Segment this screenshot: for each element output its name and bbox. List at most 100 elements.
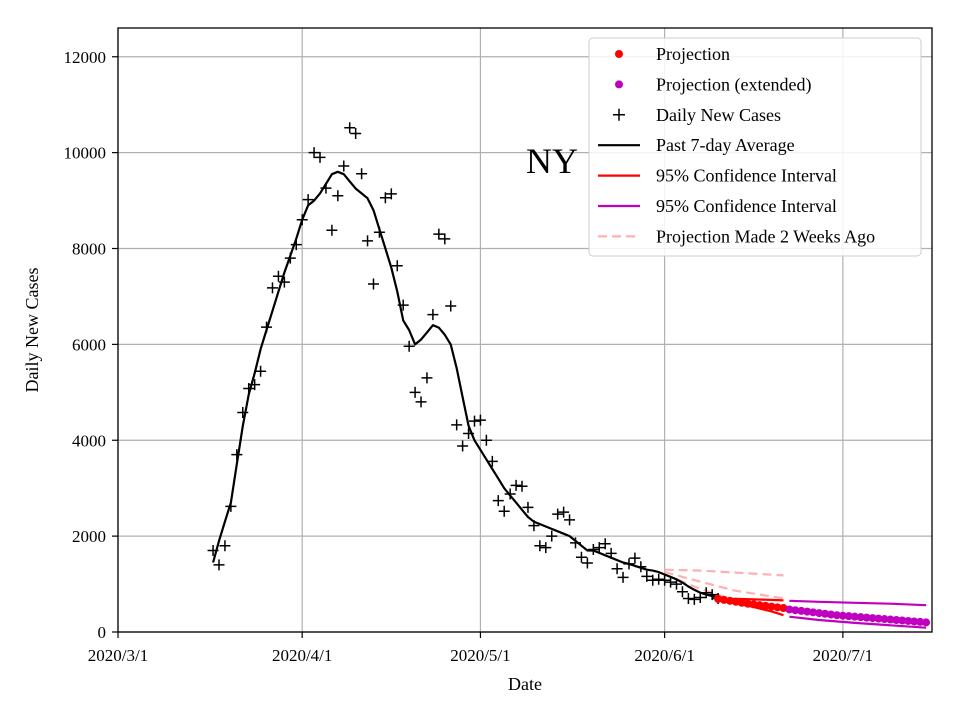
daily-case-point xyxy=(540,542,552,554)
projection-extended-point xyxy=(832,611,841,620)
daily-case-point xyxy=(296,214,308,226)
daily-case-point xyxy=(284,252,296,264)
daily-case-point xyxy=(498,505,510,517)
plot-frame xyxy=(117,27,933,633)
daily-case-point xyxy=(552,508,564,520)
x-tick-label: 2020/3/1 xyxy=(88,646,148,665)
projection-point xyxy=(749,600,758,609)
daily-case-point xyxy=(694,591,706,603)
daily-case-point xyxy=(439,233,451,245)
y-tick-label: 2000 xyxy=(72,527,106,546)
axis-ticks: 2020/3/1 2020/4/1 2020/5/1 2020/6/1 2020/7/1… xyxy=(64,48,874,665)
projection-point xyxy=(761,601,770,610)
daily-case-point xyxy=(373,226,385,238)
daily-case-point xyxy=(255,365,267,377)
region-label: NY xyxy=(526,141,578,181)
legend-swatch xyxy=(613,108,625,121)
series-projection xyxy=(714,594,788,613)
projection-point xyxy=(755,601,764,610)
daily-case-point xyxy=(362,235,374,247)
projection-extended-point xyxy=(874,614,883,623)
legend-item-proj_old: Projection Made 2 Weeks Ago xyxy=(598,226,875,246)
projection-extended-point xyxy=(821,609,830,618)
daily-case-point xyxy=(671,578,683,590)
daily-case-point xyxy=(629,552,641,564)
legend-label: 95% Confidence Interval xyxy=(656,166,837,186)
daily-case-point xyxy=(231,449,243,461)
daily-case-point xyxy=(213,559,225,571)
legend-swatch xyxy=(615,50,623,58)
series-past-7-day-average xyxy=(212,170,719,599)
projection-extended-point xyxy=(826,610,835,619)
daily-case-point xyxy=(350,127,362,139)
daily-case-point xyxy=(492,495,504,507)
projection-extended-point xyxy=(844,612,853,621)
daily-case-point xyxy=(641,570,653,582)
daily-case-point xyxy=(516,480,528,492)
legend-label: Projection xyxy=(656,44,730,64)
projection-extended-point xyxy=(880,615,889,624)
y-tick-label: 8000 xyxy=(72,240,106,259)
projection-extended-point xyxy=(862,613,871,622)
projection-extended-point xyxy=(850,612,859,621)
y-tick-label: 10000 xyxy=(64,144,107,163)
series-95-confidence-interval-extended-lower xyxy=(789,615,927,629)
daily-case-point xyxy=(249,379,261,391)
y-axis-label: Daily New Cases xyxy=(22,268,42,393)
projection-extended-point xyxy=(898,616,907,625)
daily-case-point xyxy=(581,557,593,569)
projection-point xyxy=(725,596,734,605)
daily-case-point xyxy=(528,520,540,532)
daily-case-point xyxy=(457,440,469,452)
daily-case-point xyxy=(332,190,344,202)
daily-case-point xyxy=(486,455,498,467)
daily-case-point xyxy=(676,586,688,598)
daily-case-point xyxy=(379,192,391,204)
projection-extended-point xyxy=(904,616,913,625)
daily-case-point xyxy=(427,309,439,321)
daily-case-point xyxy=(219,540,231,552)
projection-extended-point xyxy=(791,606,800,615)
projection-extended-point xyxy=(886,615,895,624)
95-confidence-interval-extended-upper-line xyxy=(789,599,927,607)
daily-case-point xyxy=(564,514,576,526)
daily-case-point xyxy=(546,530,558,542)
legend-box xyxy=(588,37,922,257)
daily-case-point xyxy=(558,506,570,518)
daily-case-point xyxy=(468,415,480,427)
plot-series xyxy=(207,122,931,629)
y-tick-label: 6000 xyxy=(72,335,106,354)
daily-case-point xyxy=(237,406,249,418)
daily-case-point xyxy=(534,540,546,552)
daily-case-point xyxy=(605,547,617,559)
daily-case-point xyxy=(706,589,718,601)
daily-case-point xyxy=(504,488,516,500)
daily-case-point xyxy=(617,571,629,583)
daily-case-point xyxy=(397,299,409,311)
past-7-day-average-line xyxy=(212,170,719,599)
series-daily-new-cases xyxy=(207,122,724,605)
series-projection-made-2-weeks-ago-upper xyxy=(664,568,784,577)
x-tick-label: 2020/7/1 xyxy=(813,646,873,665)
legend-label: Projection (extended) xyxy=(656,74,811,95)
daily-case-point xyxy=(480,434,492,446)
projection-extended-point xyxy=(809,608,818,617)
daily-case-point xyxy=(593,542,605,554)
daily-case-point xyxy=(415,396,427,408)
daily-case-point xyxy=(599,538,611,550)
projection-extended-point xyxy=(838,611,847,620)
daily-case-point xyxy=(225,500,237,512)
daily-case-point xyxy=(266,282,278,294)
projection-extended-point xyxy=(892,616,901,625)
daily-case-point xyxy=(326,224,338,236)
projection-made-2-weeks-ago-upper-line xyxy=(664,568,784,577)
legend-label: Projection Made 2 Weeks Ago xyxy=(656,226,875,246)
daily-case-point xyxy=(510,479,522,491)
legend-label: Past 7-day Average xyxy=(656,135,795,155)
daily-case-point xyxy=(421,372,433,384)
daily-case-point xyxy=(261,321,273,333)
projection-extended-point xyxy=(868,614,877,623)
daily-case-point xyxy=(409,386,421,398)
legend-item-ci_ext: 95% Confidence Interval xyxy=(598,196,837,216)
